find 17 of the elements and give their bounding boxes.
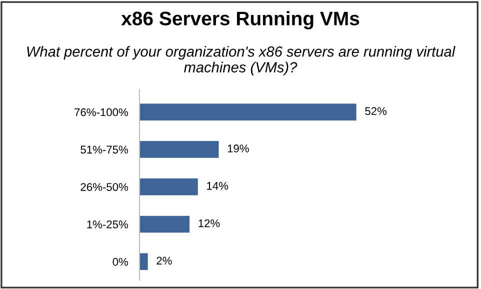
y-tick-label: 26%-50% [80, 183, 128, 191]
bar [139, 178, 198, 196]
bar [139, 216, 190, 233]
bar [139, 253, 148, 270]
chart-subtitle: What percent of your organization's x86 servers are running virtual machines (VMs)? [27, 46, 456, 76]
chart-title: x86 Servers Running VMs [121, 11, 360, 30]
data-label: 19% [228, 144, 249, 152]
bar [139, 141, 219, 158]
data-label: 2% [156, 256, 172, 265]
y-tick-label: 0% [112, 258, 128, 266]
data-label: 14% [207, 182, 228, 190]
data-label: 12% [198, 219, 220, 228]
y-tick-label: 76%-100% [74, 108, 128, 116]
bar [139, 104, 356, 120]
y-tick-label: 1%-25% [87, 220, 128, 228]
data-label: 52% [365, 107, 387, 116]
y-tick-label: 51%-75% [80, 146, 128, 154]
